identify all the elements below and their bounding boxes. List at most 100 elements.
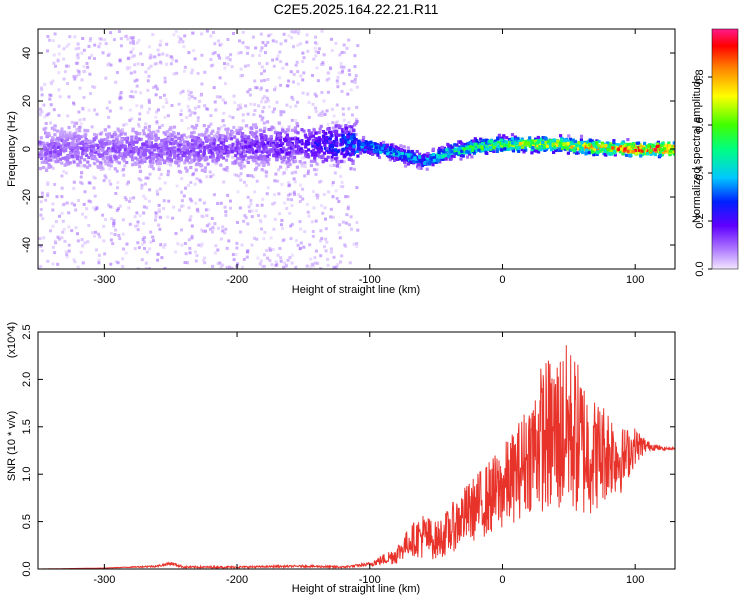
heatmap-cell: [64, 171, 68, 175]
heatmap-cell: [399, 144, 403, 148]
heatmap-cell: [46, 158, 50, 162]
snr-y-multiplier: (x10^4): [6, 322, 18, 358]
heatmap-cell: [328, 141, 332, 146]
heatmap-cell: [278, 76, 281, 80]
heatmap-cell: [248, 144, 252, 149]
heatmap-cell: [646, 152, 650, 156]
heatmap-cell: [265, 120, 270, 124]
heatmap-cell: [276, 179, 280, 183]
heatmap-cell: [299, 227, 303, 231]
heatmap-cell: [151, 55, 155, 59]
heatmap-cell: [133, 79, 137, 83]
heatmap-cell: [158, 176, 161, 180]
heatmap-cell: [592, 148, 596, 152]
heatmap-cell: [466, 142, 470, 146]
heatmap-cell: [326, 127, 330, 131]
heatmap-cell: [667, 141, 671, 145]
heatmap-cell: [286, 135, 290, 139]
heatmap-cell: [155, 159, 159, 163]
heatmap-cell: [220, 138, 224, 142]
heatmap-cell: [76, 162, 80, 166]
heatmap-cell: [201, 153, 206, 157]
heatmap-cell: [222, 180, 226, 184]
heatmap-cell: [117, 161, 121, 165]
heatmap-cell: [58, 237, 61, 241]
heatmap-cell: [54, 160, 58, 164]
spectrogram-x-ticks: -300 -200 -100 0 100: [93, 29, 644, 286]
heatmap-cell: [499, 138, 503, 142]
heatmap-cell: [261, 41, 265, 45]
heatmap-cell: [295, 122, 299, 126]
heatmap-cell: [149, 157, 153, 161]
heatmap-cell: [144, 182, 147, 186]
heatmap-cell: [254, 46, 258, 50]
heatmap-cell: [520, 137, 524, 141]
heatmap-cell: [115, 71, 119, 74]
heatmap-cell: [191, 68, 194, 72]
heatmap-cell: [344, 195, 348, 199]
heatmap-cell: [265, 192, 269, 196]
heatmap-cell: [159, 243, 163, 247]
heatmap-cell: [223, 101, 227, 105]
heatmap-cell: [211, 154, 215, 158]
heatmap-cell: [296, 43, 300, 47]
heatmap-cell: [313, 256, 317, 260]
heatmap-cell: [169, 126, 173, 130]
heatmap-cell: [290, 128, 294, 132]
heatmap-cell: [101, 167, 105, 171]
heatmap-cell: [343, 243, 347, 247]
heatmap-cell: [335, 164, 339, 168]
heatmap-cell: [281, 128, 285, 132]
heatmap-cell: [241, 113, 245, 117]
heatmap-cell: [661, 142, 665, 146]
heatmap-cell: [196, 116, 200, 120]
heatmap-cell: [343, 147, 347, 151]
heatmap-cell: [260, 150, 264, 154]
heatmap-cell: [485, 144, 489, 148]
heatmap-cell: [322, 99, 326, 103]
heatmap-cell: [174, 232, 178, 235]
heatmap-cell: [248, 93, 252, 97]
heatmap-cell: [156, 192, 160, 196]
heatmap-cell: [209, 114, 213, 118]
heatmap-cell: [239, 172, 243, 176]
heatmap-cell: [667, 144, 671, 148]
heatmap-cell: [165, 144, 169, 148]
heatmap-cell: [197, 243, 201, 247]
heatmap-cell: [292, 177, 296, 181]
heatmap-cell: [178, 143, 182, 147]
heatmap-cell: [343, 139, 347, 143]
heatmap-cell: [161, 105, 165, 109]
heatmap-cell: [72, 258, 76, 262]
heatmap-cell: [222, 151, 227, 155]
heatmap-cell: [70, 146, 74, 150]
heatmap-cell: [645, 145, 649, 149]
heatmap-cell: [213, 42, 217, 46]
heatmap-cell: [238, 157, 242, 161]
heatmap-cell: [175, 71, 179, 75]
heatmap-cell: [58, 214, 61, 218]
heatmap-cell: [128, 222, 132, 226]
heatmap-cell: [134, 224, 138, 228]
heatmap-cell: [38, 155, 42, 159]
heatmap-cell: [111, 146, 115, 150]
heatmap-cell: [625, 153, 629, 157]
heatmap-cell: [72, 75, 76, 79]
heatmap-cell: [72, 143, 76, 147]
heatmap-cell: [157, 143, 162, 148]
heatmap-cell: [504, 140, 508, 144]
heatmap-cell: [160, 256, 164, 260]
heatmap-cell: [205, 175, 209, 179]
heatmap-cell: [203, 261, 207, 265]
heatmap-cell: [340, 142, 344, 146]
heatmap-cell: [203, 70, 207, 74]
heatmap-cell: [78, 146, 82, 150]
heatmap-cell: [465, 146, 469, 151]
heatmap-cell: [77, 151, 81, 155]
heatmap-cell: [104, 142, 108, 146]
heatmap-cell: [321, 130, 325, 134]
heatmap-cell: [240, 139, 245, 143]
heatmap-cell: [119, 37, 123, 41]
heatmap-cell: [66, 142, 70, 146]
heatmap-cell: [327, 77, 331, 81]
